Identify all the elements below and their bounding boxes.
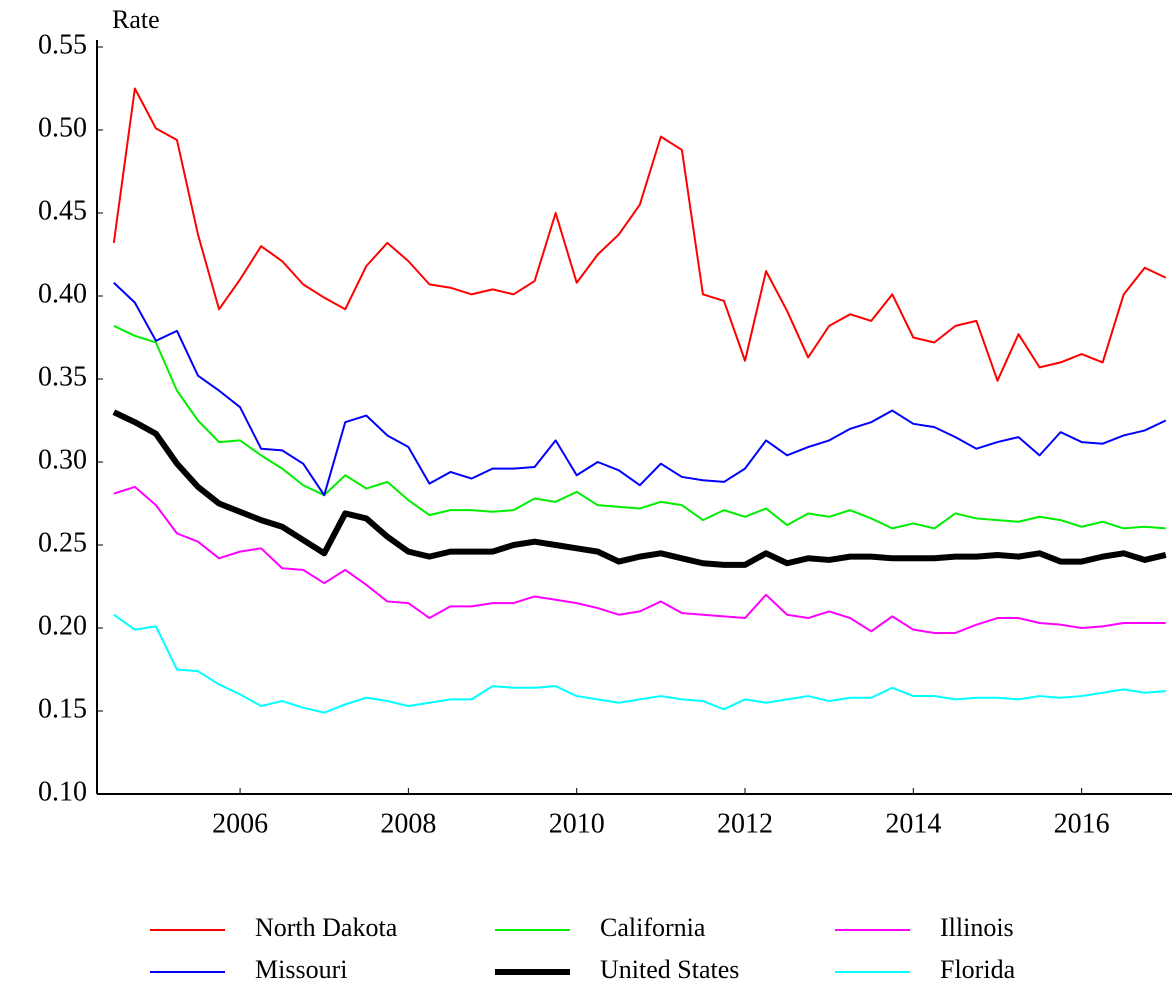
series-line [112, 87, 1167, 382]
y-tick-label: 0.20 [38, 610, 87, 641]
series-line [112, 409, 1167, 568]
y-tick-label: 0.25 [38, 527, 87, 558]
x-tick-label: 2012 [717, 808, 773, 839]
x-tick-label: 2008 [380, 808, 436, 839]
legend-label: California [600, 913, 706, 942]
y-axis-label: Rate [112, 5, 160, 34]
y-tick-label: 0.10 [38, 776, 87, 807]
y-tick-label: 0.30 [38, 444, 87, 475]
y-tick-label: 0.40 [38, 278, 87, 309]
y-tick-label: 0.50 [38, 112, 87, 143]
legend-label: Missouri [255, 955, 347, 984]
y-tick-label: 0.45 [38, 195, 87, 226]
x-tick-label: 2014 [885, 808, 941, 839]
series-line [113, 324, 1166, 530]
y-tick-label: 0.55 [38, 29, 87, 60]
legend-label: North Dakota [255, 913, 398, 942]
series-line [113, 485, 1166, 634]
legend-label: United States [600, 955, 739, 984]
y-tick-label: 0.35 [38, 361, 87, 392]
legend-label: Florida [940, 955, 1016, 984]
legend-label: Illinois [940, 913, 1014, 942]
series-line [113, 613, 1166, 714]
series-line [113, 281, 1167, 497]
x-tick-label: 2016 [1054, 808, 1110, 839]
y-tick-label: 0.15 [38, 693, 87, 724]
x-tick-label: 2010 [549, 808, 605, 839]
x-tick-label: 2006 [212, 808, 268, 839]
